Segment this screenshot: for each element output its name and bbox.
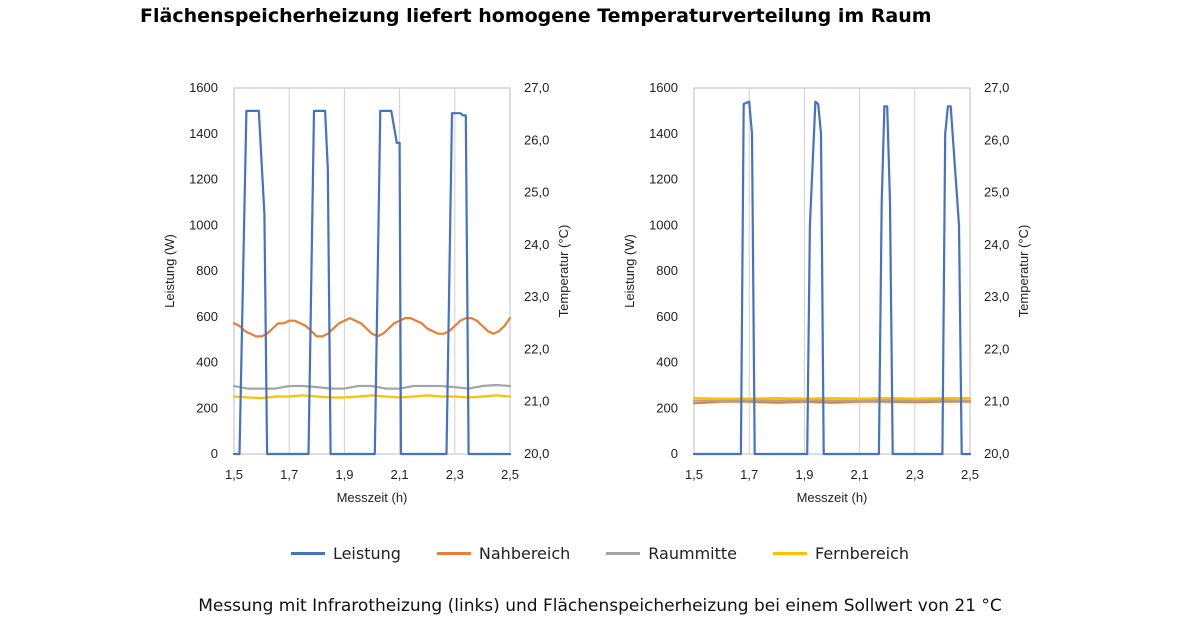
chart-1-y-tick-label: 1200 <box>649 172 678 187</box>
chart-0-y2-tick-label: 22,0 <box>524 341 549 356</box>
chart-0-series-nahbereich <box>232 317 512 338</box>
chart-0-x-axis-label: Messzeit (h) <box>337 490 408 505</box>
chart-1-y2-tick-label: 23,0 <box>984 289 1009 304</box>
chart-0-x-tick-label: 1,7 <box>280 467 298 482</box>
chart-1-y-tick-label: 1400 <box>649 126 678 141</box>
chart-0-series-fernbereich <box>232 394 512 400</box>
page-title: Flächenspeicherheizung liefert homogene … <box>140 5 932 27</box>
legend-label-nahbereich: Nahbereich <box>478 544 571 563</box>
chart-0-series-raummitte <box>232 383 512 390</box>
chart-0-y2-tick-label: 26,0 <box>524 132 549 147</box>
chart-1-x-tick-label: 2,5 <box>961 467 979 482</box>
chart-0-y2-axis-label: Temperatur (°C) <box>556 225 571 318</box>
chart-storage-heating: 1,5 1,7 1,9 2,1 2,3 2,5 0 200 400 600 800 1000 1200 1… <box>622 80 1031 505</box>
chart-1-x-tick-label: 2,1 <box>851 467 869 482</box>
chart-1-y-tick-label: 600 <box>656 309 678 324</box>
chart-0-y2-tick-label: 21,0 <box>524 394 549 409</box>
legend-swatch-leistung <box>290 552 325 555</box>
chart-1-y2-tick-label: 21,0 <box>984 394 1009 409</box>
chart-0-y-tick-label: 1400 <box>189 126 218 141</box>
legend-label-fernbereich: Fernbereich <box>815 544 910 563</box>
chart-0-x-tick-label: 2,1 <box>391 467 409 482</box>
chart-infrared: 1,5 1,7 1,9 2,1 2,3 2,5 0 200 400 600 800 1000 1200 1… <box>162 80 571 505</box>
chart-1-y-tick-label: 200 <box>656 400 678 415</box>
chart-0-y-tick-label: 0 <box>211 446 218 461</box>
chart-1-series-nahbereich <box>692 400 972 405</box>
chart-1-series-raummitte <box>692 399 972 402</box>
chart-0-series-leistung <box>232 109 512 456</box>
chart-0-y-tick-label: 400 <box>196 355 218 370</box>
chart-1-y-axis-label: Leistung (W) <box>622 234 637 308</box>
chart-1-series-leistung <box>692 100 972 456</box>
chart-1-y2-tick-label: 22,0 <box>984 341 1009 356</box>
legend-swatch-fernbereich <box>773 552 807 555</box>
chart-0-y-tick-label: 600 <box>196 309 218 324</box>
chart-0-y-tick-label: 200 <box>196 400 218 415</box>
chart-0-x-tick-label: 1,9 <box>335 467 353 482</box>
chart-1-y-tick-label: 1600 <box>649 80 678 95</box>
chart-0-y2-tick-label: 25,0 <box>524 185 549 200</box>
chart-1-y-tick-label: 0 <box>671 446 678 461</box>
figure-caption: Messung mit Infrarotheizung (links) und … <box>198 596 1002 616</box>
chart-0-y2-tick-label: 27,0 <box>524 80 549 95</box>
chart-1-y2-tick-label: 26,0 <box>984 132 1009 147</box>
chart-1-y-tick-label: 800 <box>656 263 678 278</box>
legend-swatch-raummitte <box>606 552 641 555</box>
chart-0-y-axis-label: Leistung (W) <box>162 234 177 308</box>
chart-0-y-tick-label: 1200 <box>189 172 218 187</box>
chart-1-y2-tick-label: 27,0 <box>984 80 1009 95</box>
chart-0-y2-tick-label: 20,0 <box>524 446 549 461</box>
chart-1-x-tick-label: 2,3 <box>906 467 924 482</box>
chart-1-y2-tick-label: 24,0 <box>984 237 1009 252</box>
chart-1-y2-tick-label: 20,0 <box>984 446 1009 461</box>
chart-1-y2-axis-label: Temperatur (°C) <box>1016 225 1031 318</box>
chart-0-x-tick-label: 2,5 <box>501 467 519 482</box>
chart-legend: Leistung Nahbereich Raummitte Fernbereic… <box>0 544 1200 563</box>
chart-1-y-tick-label: 1000 <box>649 217 678 232</box>
chart-1-x-tick-label: 1,5 <box>685 467 703 482</box>
legend-swatch-nahbereich <box>436 552 471 555</box>
legend-item-leistung: Leistung <box>290 544 401 563</box>
chart-0-y-tick-label: 1000 <box>189 217 218 232</box>
chart-0-x-tick-label: 1,5 <box>225 467 243 482</box>
chart-0-y-tick-label: 800 <box>196 263 218 278</box>
chart-1-series-fernbereich <box>692 397 972 400</box>
chart-1-y-tick-label: 400 <box>656 355 678 370</box>
legend-item-nahbereich: Nahbereich <box>436 544 571 563</box>
chart-0-y2-tick-label: 24,0 <box>524 237 549 252</box>
chart-0-y2-tick-label: 23,0 <box>524 289 549 304</box>
chart-1-x-axis-label: Messzeit (h) <box>797 490 868 505</box>
chart-1-x-tick-label: 1,9 <box>795 467 813 482</box>
chart-1-y2-tick-label: 25,0 <box>984 185 1009 200</box>
chart-1-x-tick-label: 1,7 <box>740 467 758 482</box>
legend-item-fernbereich: Fernbereich <box>773 544 909 563</box>
legend-item-raummitte: Raummitte <box>606 544 737 563</box>
chart-0-x-tick-label: 2,3 <box>446 467 464 482</box>
chart-0-y-tick-label: 1600 <box>189 80 218 95</box>
legend-label-leistung: Leistung <box>332 544 401 563</box>
legend-label-raummitte: Raummitte <box>648 544 737 563</box>
